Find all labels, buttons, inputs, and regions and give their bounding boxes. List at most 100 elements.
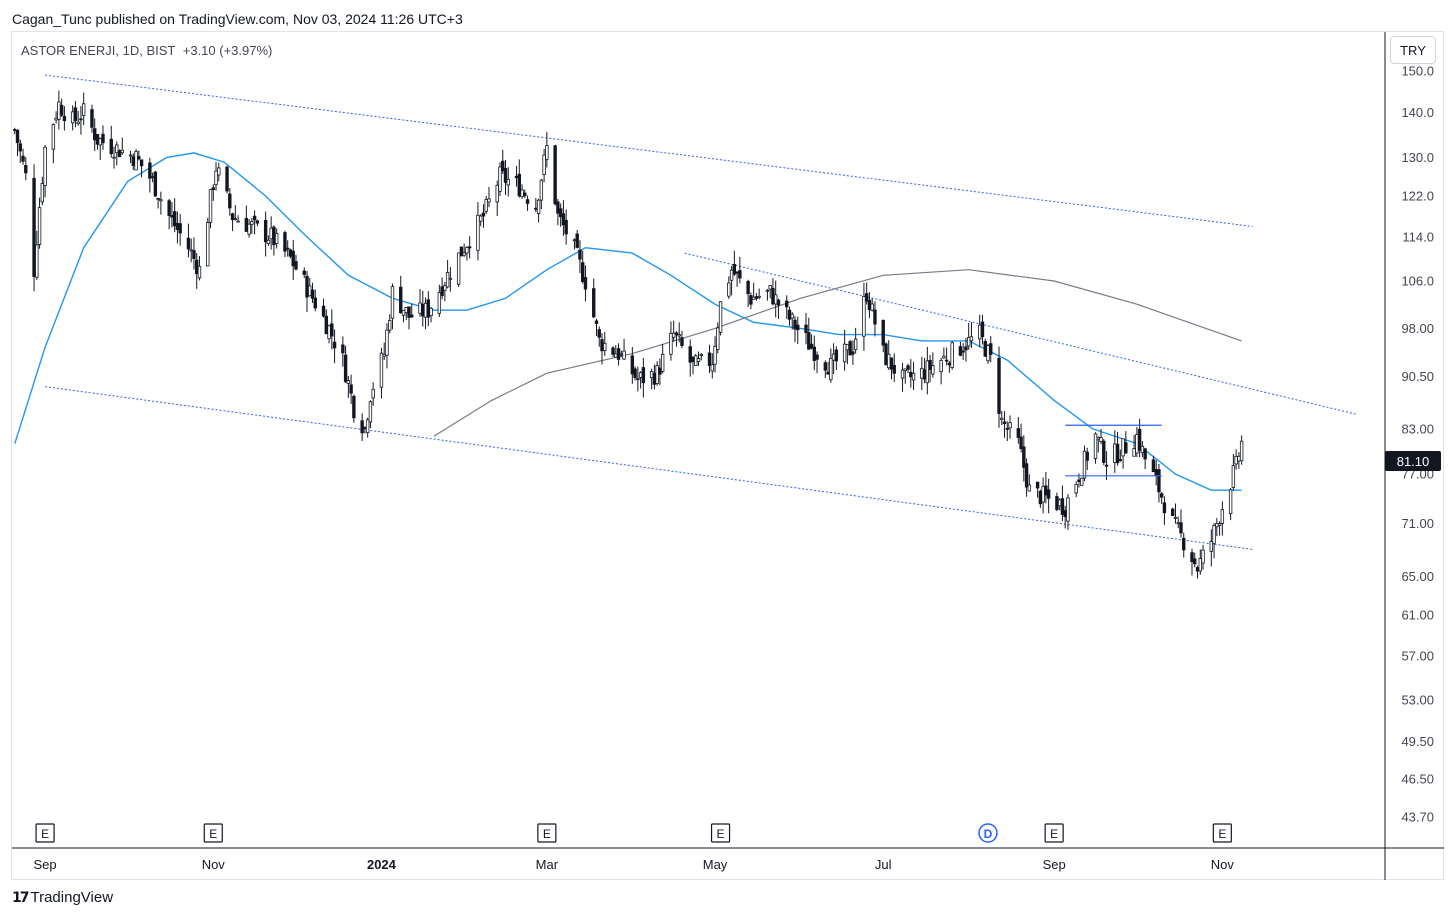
candle: [37, 197, 42, 249]
candle: [807, 317, 811, 350]
candle-body: [459, 246, 464, 257]
candle: [732, 250, 737, 276]
candle-body: [139, 159, 144, 167]
candle: [1008, 415, 1012, 439]
price-tick-label: 106.0: [1401, 273, 1434, 288]
candle-body: [1201, 549, 1205, 564]
candle-body: [98, 138, 102, 146]
candle: [217, 162, 221, 182]
candle: [236, 215, 240, 223]
candle-body: [592, 288, 596, 318]
candle-body: [467, 246, 472, 249]
time-tick-label: 2024: [367, 857, 397, 872]
candle: [410, 303, 414, 319]
candle: [57, 90, 61, 130]
candle-body: [324, 315, 329, 335]
candle-body: [848, 341, 852, 356]
candle-body: [614, 353, 618, 358]
candle-body: [418, 302, 422, 314]
candle: [21, 148, 25, 165]
candle: [189, 238, 193, 263]
candle: [321, 298, 326, 318]
candle: [327, 324, 331, 344]
candle-body: [1118, 459, 1123, 461]
candle: [616, 343, 621, 366]
candle: [655, 361, 659, 386]
candle-body: [1008, 422, 1012, 429]
candle-body: [57, 101, 61, 120]
candle-body: [793, 319, 797, 330]
candle-body: [51, 124, 56, 150]
candle-body: [1099, 437, 1103, 442]
candle: [729, 266, 734, 296]
earnings-marker: E: [203, 823, 223, 843]
candle-body: [754, 296, 759, 299]
candle-body: [1057, 499, 1062, 507]
candle: [864, 282, 869, 305]
earnings-marker-label: E: [1218, 827, 1226, 841]
candle: [291, 239, 295, 281]
candle: [269, 216, 273, 250]
candle-body: [35, 244, 39, 278]
candle-body: [390, 286, 395, 319]
candle: [525, 195, 530, 211]
candle: [456, 252, 461, 288]
candle: [233, 205, 238, 221]
candle-body: [478, 215, 483, 222]
candle-body: [217, 167, 221, 176]
candle-body: [363, 427, 367, 429]
earnings-marker-label: E: [1050, 827, 1058, 841]
candle-body: [1137, 428, 1142, 451]
candle-body: [330, 323, 334, 337]
candle-body: [294, 261, 298, 270]
price-tick-label: 98.00: [1401, 321, 1434, 336]
candle: [1046, 478, 1051, 514]
candle-body: [13, 129, 17, 131]
candle-body: [757, 295, 761, 298]
candle-body: [228, 193, 232, 209]
currency-button[interactable]: TRY: [1390, 36, 1436, 64]
candle-body: [727, 282, 731, 297]
candle-body: [884, 343, 888, 366]
candle-body: [1000, 417, 1004, 420]
price-tick-label: 114.0: [1402, 229, 1434, 244]
candle: [192, 237, 196, 270]
candle-body: [484, 199, 488, 212]
candle: [365, 417, 370, 438]
candle: [1016, 417, 1021, 444]
candle: [1002, 411, 1007, 438]
candle-body: [465, 247, 469, 254]
candle: [867, 292, 872, 319]
candle-body: [272, 226, 276, 246]
candle: [390, 283, 395, 330]
candle-body: [371, 388, 375, 399]
earnings-marker-box: [203, 823, 223, 843]
candle-body: [498, 166, 502, 192]
candle-body: [32, 177, 36, 277]
symbol-legend[interactable]: ASTOR ENERJI, 1D, BIST +3.10 (+3.97%): [21, 43, 272, 58]
candle-body: [247, 223, 251, 235]
earnings-marker-label: E: [717, 827, 725, 841]
candle: [1140, 441, 1145, 458]
tradingview-logo[interactable]: 17 TradingView: [12, 889, 113, 906]
candle: [900, 362, 905, 392]
candle: [404, 307, 408, 321]
candle: [735, 271, 739, 287]
candle-body: [1046, 489, 1051, 499]
candle-body: [1024, 463, 1029, 488]
candle-body: [771, 288, 775, 305]
candle: [313, 289, 317, 312]
channel-lower-line: [45, 386, 1253, 550]
candle-body: [652, 372, 657, 385]
candle-body: [73, 107, 78, 121]
candle: [195, 253, 199, 289]
candle: [809, 334, 814, 350]
candle: [247, 218, 251, 238]
candle: [1209, 529, 1214, 567]
candle: [120, 137, 124, 155]
earnings-marker-box: [537, 823, 557, 843]
candle-body: [674, 332, 679, 336]
candle: [1066, 494, 1070, 530]
candle-body: [175, 223, 180, 230]
